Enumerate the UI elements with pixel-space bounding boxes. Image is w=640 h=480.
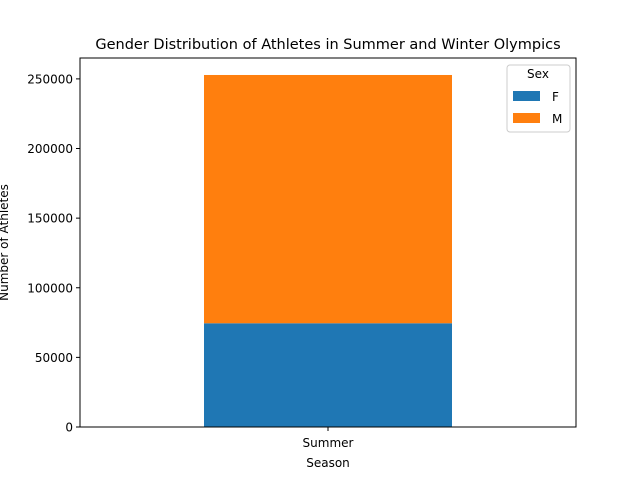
y-tick-label: 50000	[35, 351, 73, 365]
y-axis: 0 50000 100000 150000 200000 250000	[27, 72, 80, 435]
legend: Sex F M	[506, 64, 571, 133]
legend-swatch-f	[513, 91, 540, 101]
x-axis: Summer	[303, 427, 354, 450]
legend-label-m: M	[552, 112, 562, 126]
y-tick-label: 250000	[27, 72, 73, 86]
bars-layer	[204, 74, 452, 427]
bar-f-summer	[204, 323, 452, 427]
legend-title: Sex	[527, 67, 549, 81]
plot-frame	[79, 57, 577, 428]
legend-label-f: F	[552, 90, 559, 104]
y-axis-label: Number of Athletes	[0, 184, 11, 301]
chart-title: Gender Distribution of Athletes in Summe…	[95, 37, 560, 53]
y-tick-label: 150000	[27, 212, 73, 226]
legend-swatch-m	[513, 113, 540, 123]
x-tick-label: Summer	[303, 436, 354, 450]
x-axis-label: Season	[306, 456, 350, 470]
bar-m-summer	[204, 74, 452, 324]
y-tick-label: 0	[65, 421, 73, 435]
y-tick-label: 200000	[27, 142, 73, 156]
y-tick-label: 100000	[27, 281, 73, 295]
